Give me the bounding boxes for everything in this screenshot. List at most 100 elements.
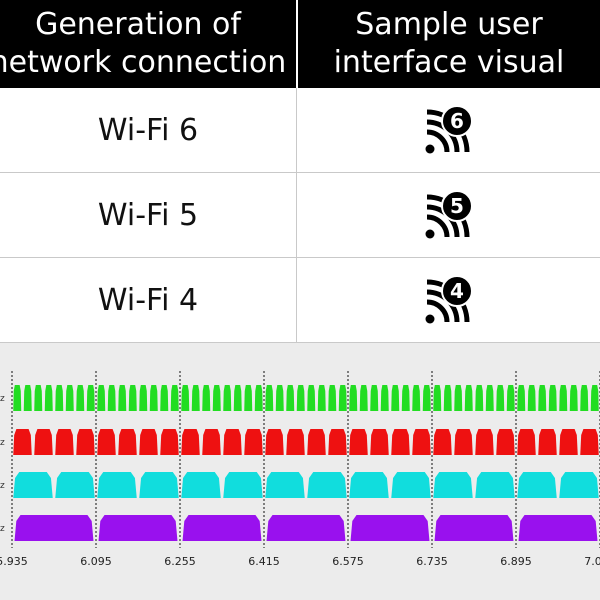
channel-block [517,472,557,498]
header-line: network connection [0,45,287,80]
channel-block [518,515,598,541]
row-label: z [0,524,5,534]
channel-block [412,385,421,411]
channel-block [139,429,158,455]
channel-block [13,385,22,411]
channel-block [244,429,263,455]
wifi-6-icon: 6 [297,88,600,173]
tick-label: 6.255 [164,555,196,568]
channel-block [265,472,305,498]
channel-block [202,385,211,411]
channel-block [118,385,127,411]
channel-block [182,515,262,541]
channel-block [55,385,64,411]
channel-trace [13,385,599,411]
channel-block [454,429,473,455]
generation-cell: Wi-Fi 5 [0,173,296,258]
channel-block [139,472,179,498]
channel-block [191,385,200,411]
channel-block [181,385,190,411]
channel-block [265,385,274,411]
channel-block [34,429,53,455]
channel-block [97,472,137,498]
channel-block [286,385,295,411]
channel-block [548,385,557,411]
channel-block [317,385,326,411]
channel-block [349,472,389,498]
channel-block [433,472,473,498]
channel-block [223,472,263,498]
channel-block [181,429,200,455]
channel-block [433,385,442,411]
channel-trace [14,515,598,541]
channel-block [559,385,568,411]
channel-block [223,429,242,455]
channel-block [265,429,284,455]
row-label: z [0,394,5,404]
channel-block [475,472,515,498]
channel-block [307,385,316,411]
channel-block [34,385,43,411]
channel-block [107,385,116,411]
channel-block [433,429,452,455]
channel-block [370,429,389,455]
wifi-icon-svg: 4 [425,275,473,324]
channel-block [391,429,410,455]
channel-block [266,515,346,541]
channel-block [307,472,347,498]
channel-block [55,472,95,498]
channel-block [55,429,74,455]
channel-block [296,385,305,411]
number-badge [441,106,472,136]
channel-block [350,515,430,541]
channel-block [590,385,599,411]
channel-trace [13,429,599,455]
channel-block [328,385,337,411]
channel-block [181,472,221,498]
column-divider [296,88,297,343]
header-visual: Sample user interface visual [298,0,600,88]
channel-block [475,385,484,411]
channel-block [160,385,169,411]
channel-block [44,385,53,411]
channel-block [380,385,389,411]
wifi-dot [425,314,434,324]
wifi-generation-table: Generation of network connection Sample … [0,0,600,343]
row-label: z [0,438,5,448]
header-line: interface visual [333,45,565,80]
channel-block [349,429,368,455]
channel-block [422,385,431,411]
channel-block [517,385,526,411]
channel-block [475,429,494,455]
channel-block [149,385,158,411]
channel-block [13,472,53,498]
channel-block [538,429,557,455]
channel-block [97,429,116,455]
header-generation: Generation of network connection [0,0,296,88]
channel-block [580,385,589,411]
channel-block [464,385,473,411]
channel-block [233,385,242,411]
channel-block [538,385,547,411]
channel-block [97,385,106,411]
number-badge [441,191,472,221]
channel-block [349,385,358,411]
channel-block [559,429,578,455]
tick-label: 6.735 [416,555,448,568]
channel-block [328,429,347,455]
wifi-dot [425,229,434,239]
channel-block [98,515,178,541]
header-line: Sample user [355,7,543,42]
channel-block [223,385,232,411]
icon-number: 5 [450,194,464,218]
tick-label: 6.895 [500,555,532,568]
channel-block [23,385,32,411]
channel-block [370,385,379,411]
channel-block [286,429,305,455]
channel-block [128,385,137,411]
channel-block [559,472,599,498]
wifi-icon-svg: 6 [425,105,473,154]
channel-block [506,385,515,411]
channel-block [307,429,326,455]
channel-block [76,385,85,411]
